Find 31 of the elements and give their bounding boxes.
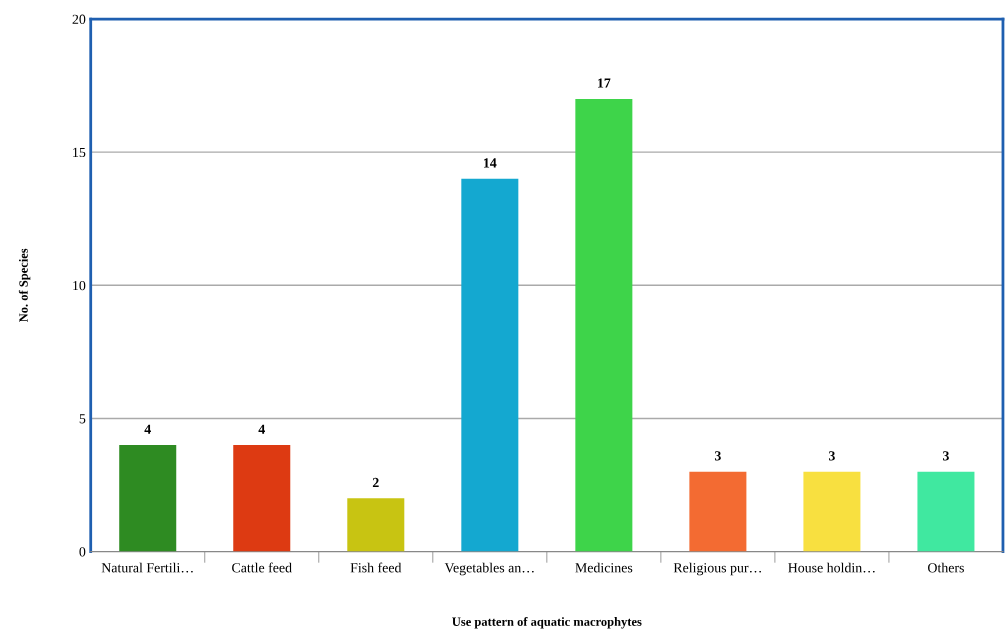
x-tick-label: House holdin… — [788, 562, 875, 573]
bar — [461, 178, 519, 552]
data-label: 3 — [714, 451, 721, 461]
data-label: 3 — [943, 451, 949, 461]
data-label: 3 — [828, 451, 835, 461]
data-label: 14 — [483, 158, 497, 168]
bar — [689, 471, 747, 552]
bar — [233, 445, 291, 552]
y-axis-title: No. of Species — [18, 248, 31, 323]
x-tick-label: Religious pur… — [673, 562, 761, 576]
x-tick-label: Cattle feed — [232, 562, 292, 573]
data-label: 4 — [258, 424, 265, 434]
y-tick-label: 20 — [72, 14, 86, 24]
x-axis-title: Use pattern of aquatic macrophytes — [452, 616, 642, 629]
x-tick-label: Others — [928, 562, 964, 573]
bar — [347, 498, 405, 552]
x-tick-label: Fish feed — [350, 562, 402, 573]
bar — [803, 471, 861, 552]
data-label: 4 — [144, 424, 151, 434]
data-label: 2 — [372, 477, 379, 488]
y-tick-label: 0 — [79, 547, 86, 557]
bar — [575, 98, 633, 552]
x-tick-label: Medicines — [575, 562, 633, 573]
y-tick-label: 15 — [73, 147, 86, 158]
x-tick-label: Vegetables an… — [444, 562, 534, 576]
bar — [917, 471, 975, 552]
y-tick-label: 5 — [79, 414, 86, 424]
y-tick-label: 10 — [73, 280, 86, 291]
x-tick-label: Natural Fertili… — [101, 562, 193, 573]
bar — [119, 445, 177, 552]
data-label: 17 — [598, 78, 611, 88]
